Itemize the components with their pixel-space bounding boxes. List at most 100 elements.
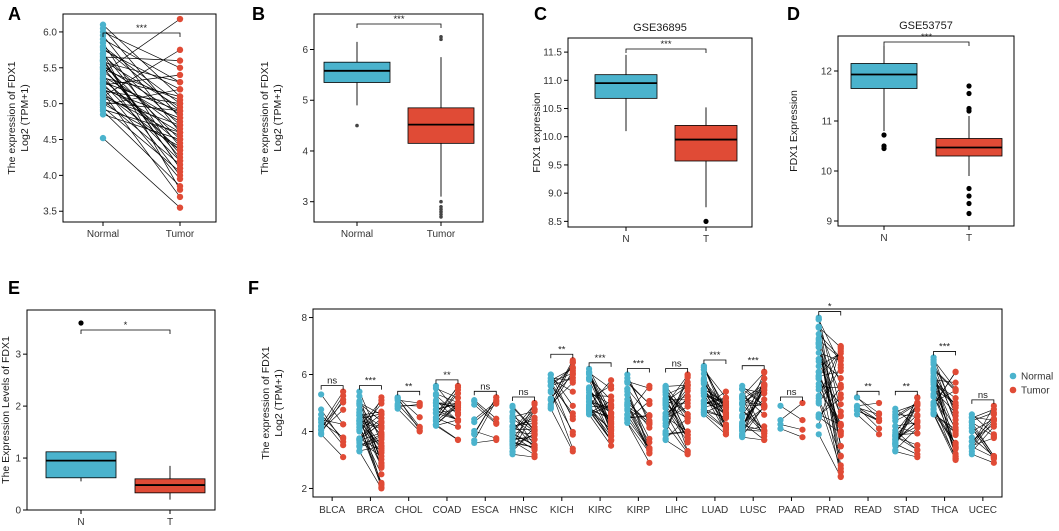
- legend: Normal Tumor: [1009, 372, 1053, 397]
- tumor-point: [952, 395, 959, 402]
- tumor-point: [761, 369, 768, 376]
- x-tick-label: THCA: [931, 505, 959, 516]
- pair-line: [435, 387, 459, 414]
- tumor-point: [837, 452, 844, 459]
- tumor-point: [684, 439, 691, 446]
- pair-line: [359, 411, 382, 416]
- pair-line: [933, 370, 956, 420]
- normal-point: [471, 427, 478, 435]
- normal-point: [815, 344, 822, 351]
- pair-line: [703, 388, 727, 417]
- x-tick-label: T: [167, 517, 173, 528]
- pair-line: [742, 402, 765, 406]
- tumor-point: [176, 129, 184, 136]
- normal-point: [318, 406, 325, 413]
- y-axis-title-line: Log2 (TPM+1): [272, 84, 284, 151]
- x-tick-label: LIHC: [665, 505, 688, 516]
- significance-bracket: [780, 396, 803, 401]
- pair-line: [627, 385, 650, 415]
- tumor-point: [416, 423, 423, 430]
- tumor-point: [952, 424, 959, 431]
- x-tick-label: STAD: [893, 505, 919, 516]
- tumor-point: [875, 431, 883, 438]
- pair-line: [818, 317, 842, 412]
- pair-line: [102, 45, 181, 104]
- pair-line: [512, 418, 535, 435]
- legend-normal-swatch: [1009, 372, 1017, 380]
- pair-line: [780, 428, 803, 438]
- x-tick-label: PRAD: [816, 505, 844, 516]
- pair-line: [856, 406, 880, 429]
- pair-line: [102, 31, 181, 69]
- normal-point: [509, 448, 516, 455]
- tumor-point: [176, 165, 184, 172]
- pair-line: [895, 427, 918, 451]
- tumor-point: [378, 418, 385, 425]
- pair-line: [703, 414, 727, 435]
- pair-line: [397, 399, 420, 404]
- tumor-point: [684, 374, 691, 381]
- tumor-point: [837, 401, 844, 408]
- x-tick-label: UCEC: [969, 505, 997, 516]
- normal-point: [968, 428, 975, 435]
- pair-line: [703, 388, 727, 405]
- tumor-point: [378, 453, 385, 460]
- pair-line: [627, 408, 650, 425]
- tumor-point: [569, 365, 576, 372]
- y-tick-label: 11: [822, 117, 833, 128]
- y-tick-label: 5: [302, 96, 308, 107]
- significance-bracket: [883, 41, 970, 46]
- tumor-point: [875, 399, 883, 407]
- tumor-point: [875, 411, 883, 418]
- tumor-point: [176, 136, 184, 143]
- tumor-point: [176, 71, 184, 79]
- significance-bracket: [102, 32, 181, 37]
- pair-line: [512, 434, 535, 446]
- pair-line: [741, 403, 765, 432]
- y-tick-label: 12: [821, 67, 833, 78]
- y-tick-label: 9: [826, 217, 832, 228]
- pair-line: [933, 359, 956, 390]
- pair-line: [856, 406, 880, 421]
- pair-line: [895, 403, 918, 419]
- normal-point: [892, 414, 899, 422]
- significance-label: ns: [672, 359, 682, 370]
- pair-line: [665, 385, 688, 415]
- normal-point: [99, 50, 107, 57]
- significance-label: ns: [786, 387, 796, 398]
- tumor-point: [176, 93, 184, 100]
- normal-point: [968, 422, 975, 429]
- pair-line: [102, 137, 181, 208]
- normal-point: [662, 404, 669, 412]
- pair-line: [473, 400, 497, 441]
- tumor-point: [176, 46, 184, 54]
- pair-line: [102, 74, 181, 86]
- normal-point: [509, 413, 516, 421]
- tumor-point: [531, 401, 538, 408]
- pair-line: [971, 437, 994, 447]
- tumor-point: [837, 361, 844, 369]
- pair-line: [627, 414, 650, 449]
- pair-line: [665, 384, 688, 396]
- tumor-point: [607, 402, 615, 410]
- pair-line: [818, 343, 842, 417]
- pair-line: [474, 430, 497, 439]
- pair-line: [359, 413, 382, 420]
- tumor-point: [952, 387, 959, 394]
- significance-bracket: [356, 23, 442, 28]
- pair-line: [102, 77, 181, 97]
- normal-point: [547, 396, 554, 403]
- pair-line: [320, 409, 344, 431]
- tumor-point: [340, 406, 347, 413]
- y-tick-label: 11.5: [543, 48, 562, 59]
- pair-line: [703, 401, 726, 408]
- tumor-point: [837, 348, 844, 355]
- tumor-point: [454, 436, 462, 443]
- tumor-point: [914, 406, 921, 413]
- x-tick-label: CHOL: [395, 505, 423, 516]
- normal-point: [930, 356, 937, 364]
- y-tick-label: 10.5: [543, 104, 563, 115]
- pair-line: [588, 410, 612, 441]
- pair-line: [102, 109, 181, 133]
- pair-line: [665, 406, 688, 419]
